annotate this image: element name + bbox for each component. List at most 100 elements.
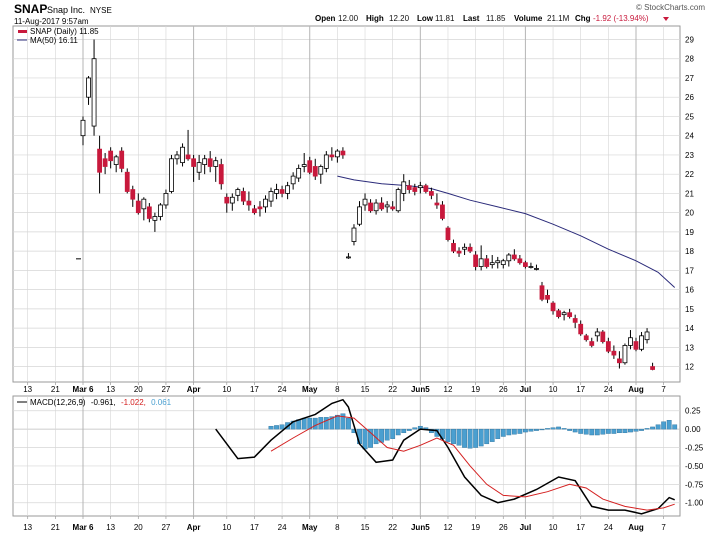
candle-body: [489, 262, 495, 266]
histogram-bar: [489, 428, 495, 442]
price-tick-label: 23: [685, 151, 694, 160]
candle-body: [445, 227, 451, 240]
candle: [528, 262, 534, 269]
candle-body: [467, 246, 473, 252]
candle: [589, 337, 595, 348]
candle-body: [86, 77, 91, 98]
candle: [561, 310, 567, 321]
candle: [334, 149, 340, 163]
candle: [274, 183, 279, 200]
candle: [152, 212, 158, 232]
candle-body: [274, 189, 279, 194]
price-tick-label: 20: [685, 209, 694, 218]
histogram-bar: [484, 428, 490, 445]
quote-label-last: Last: [463, 14, 480, 23]
candle-body: [451, 243, 456, 252]
date-tick-label: Jun5: [411, 523, 430, 532]
candle: [567, 308, 573, 319]
candle-body: [644, 331, 650, 341]
candle-body: [484, 258, 490, 267]
watermark: © StockCharts.com: [636, 3, 705, 12]
date-tick-label: 22: [388, 523, 397, 532]
candles-layer: [76, 39, 655, 371]
candle: [174, 151, 180, 165]
date-axis-upper: 13 21 Mar 6 13 20 27 Apr 10 17 24 May 8 15 22 Jun5 12 19…: [23, 382, 666, 394]
candle: [412, 183, 418, 196]
candle: [97, 135, 102, 194]
candle-body: [511, 254, 517, 260]
candle: [594, 328, 600, 342]
histogram-bar: [274, 425, 279, 430]
date-tick-label: 13: [106, 385, 115, 394]
candle-body: [401, 181, 407, 194]
candle-body: [307, 160, 313, 173]
candle-body: [650, 366, 655, 370]
date-tick-label: 10: [549, 523, 558, 532]
candle: [191, 154, 197, 182]
candle-body: [108, 150, 114, 162]
candle-body: [567, 312, 573, 317]
date-tick-label: 8: [335, 385, 340, 394]
candle-body: [141, 198, 147, 210]
histogram-bar: [412, 427, 418, 430]
price-panel-frame: [12, 25, 681, 383]
candle: [644, 328, 650, 344]
candle: [489, 254, 495, 269]
legend-macd-label: MACD(12,26,9): [30, 398, 86, 407]
candle: [163, 189, 169, 209]
candle-body: [97, 148, 102, 173]
candle: [124, 168, 130, 194]
candle-body: [406, 185, 412, 190]
candle-body: [545, 295, 550, 300]
date-tick-label: May: [302, 385, 318, 394]
candle: [484, 254, 490, 269]
macd-tick-label: -1.00: [685, 499, 704, 508]
price-tick-label: 18: [685, 247, 694, 256]
date-tick-label: 8: [335, 523, 340, 532]
candle: [290, 172, 296, 190]
candle: [578, 320, 584, 336]
candle-body: [102, 158, 108, 167]
candle: [550, 301, 556, 315]
price-tick-label: 27: [685, 74, 694, 83]
quote-label-low: Low: [417, 14, 434, 23]
candle-body: [523, 262, 528, 267]
candle: [583, 333, 589, 342]
candle: [628, 330, 633, 350]
candle: [511, 249, 517, 261]
candle-body: [91, 58, 97, 127]
candle-body: [622, 345, 628, 364]
histogram-bar: [384, 428, 390, 441]
candle: [301, 153, 307, 173]
candle-body: [263, 198, 268, 208]
candle: [263, 195, 268, 213]
candle: [611, 345, 617, 359]
macd-panel-frame: [12, 395, 681, 517]
price-tick-label: 25: [685, 112, 694, 121]
quote-value-last: 11.85: [486, 14, 506, 23]
candle-body: [218, 164, 224, 185]
candle: [384, 201, 390, 213]
macd-tick-label: 0.25: [685, 407, 701, 416]
candle: [379, 197, 385, 211]
candle: [146, 203, 152, 223]
candle-body: [351, 227, 357, 242]
histogram-bar: [534, 428, 539, 431]
candle: [417, 181, 423, 194]
candle: [80, 116, 86, 146]
candle: [478, 245, 484, 271]
legend-hist-value: 0.061: [151, 398, 172, 407]
candle-body: [617, 358, 622, 364]
candle: [650, 362, 655, 371]
histogram-bar: [511, 428, 517, 435]
candle-body: [158, 204, 163, 217]
histogram-bar: [666, 420, 672, 430]
candle-body: [357, 206, 362, 225]
date-tick-label: 13: [106, 523, 115, 532]
candle: [462, 243, 467, 255]
candle: [169, 154, 174, 194]
date-axis-lower: 13 21 Mar 6 13 20 27 Apr 10 17 24 May 8 15 22 Jun5 12 19…: [23, 516, 666, 532]
candle: [119, 147, 125, 173]
histogram-bar: [556, 426, 561, 430]
candle-body: [146, 206, 152, 219]
